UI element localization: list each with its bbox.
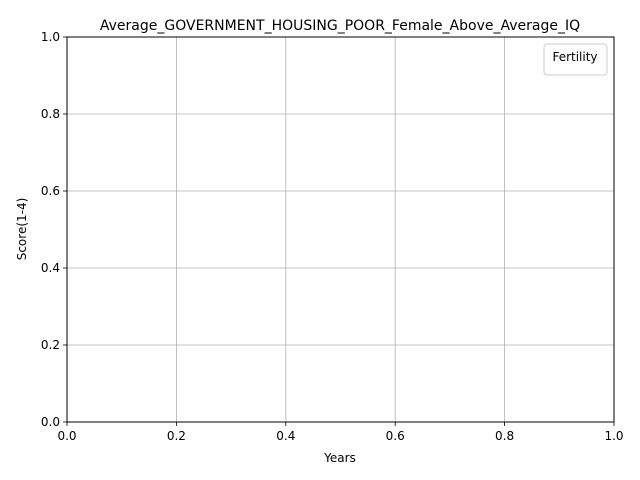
axis-ticks: 0.0 0.2 0.4 0.6 0.8 1.0 0.0 0.2 0.4 0.6 0.8 1.0 [41, 30, 624, 443]
y-axis-label: Score(1-4) [15, 198, 29, 261]
y-tick-label: 0.6 [41, 184, 60, 198]
plot-area-frame [66, 36, 615, 423]
x-tick-label: 0.0 [57, 429, 76, 443]
y-tick-label: 0.0 [41, 415, 60, 429]
y-tick-label: 0.8 [41, 107, 60, 121]
x-tick-label: 0.6 [386, 429, 405, 443]
y-tick-label: 0.2 [41, 338, 60, 352]
x-tick-label: 0.8 [495, 429, 514, 443]
x-axis-label: Years [323, 451, 356, 465]
grid-lines [66, 36, 615, 423]
legend: Fertility [543, 43, 608, 76]
y-tick-label: 1.0 [41, 30, 60, 44]
x-tick-label: 0.4 [276, 429, 295, 443]
x-tick-label: 0.2 [167, 429, 186, 443]
legend-box [543, 43, 608, 76]
y-tick-label: 0.4 [41, 261, 60, 275]
legend-title: Fertility [552, 50, 597, 64]
x-tick-label: 1.0 [604, 429, 623, 443]
chart-title: Average_GOVERNMENT_HOUSING_POOR_Female_A… [100, 18, 580, 34]
